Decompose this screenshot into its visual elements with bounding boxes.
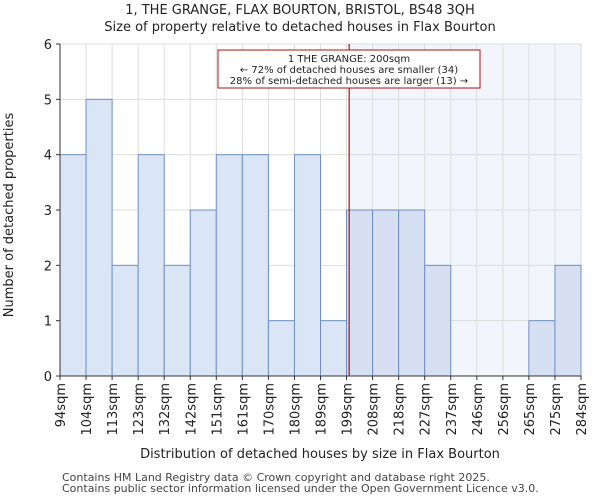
histogram-bar (424, 264, 452, 377)
x-tick-label: 104sqm (80, 383, 95, 436)
y-tick-label: 2 (44, 259, 52, 274)
y-axis-label: Number of detached properties (2, 113, 17, 318)
y-tick-label: 4 (44, 149, 52, 164)
x-tick-label: 170sqm (262, 383, 277, 436)
x-tick-label: 246sqm (471, 383, 486, 436)
x-tick-label: 199sqm (341, 383, 356, 436)
y-tick-label: 6 (44, 38, 52, 53)
y-tick-label: 3 (44, 204, 52, 219)
x-axis-label: Distribution of detached houses by size … (140, 447, 500, 462)
annotation-line: 28% of semi-detached houses are larger (… (230, 76, 468, 87)
histogram-bar (241, 154, 269, 377)
x-tick-label: 237sqm (445, 383, 460, 436)
annotation-line: ← 72% of detached houses are smaller (34… (240, 65, 458, 76)
x-tick-label: 275sqm (549, 383, 564, 436)
footer-licence: Contains public sector information licen… (62, 482, 539, 495)
histogram-bar (320, 320, 348, 377)
chart-title: 1, THE GRANGE, FLAX BOURTON, BRISTOL, BS… (125, 3, 475, 18)
y-tick-label: 5 (44, 93, 52, 108)
x-tick-label: 265sqm (523, 383, 538, 436)
x-tick-label: 256sqm (497, 383, 512, 436)
x-tick-label: 189sqm (315, 383, 330, 436)
histogram-bar (398, 209, 426, 377)
x-tick-label: 113sqm (106, 383, 121, 436)
histogram-bar (189, 209, 217, 377)
histogram-chart: 0 1 2 3 4 5 6 94sqm 104sqm 113sqm 123sqm 132sqm 142s… (2, 38, 590, 462)
annotation-box (217, 49, 481, 89)
x-tick-label: 208sqm (367, 383, 382, 436)
histogram-bar (267, 320, 295, 377)
histogram-bar (554, 264, 582, 377)
histogram-bar (293, 154, 322, 377)
x-tick-label: 180sqm (288, 383, 303, 436)
y-tick-label: 1 (44, 315, 52, 330)
histogram-bar (111, 264, 139, 377)
chart-subtitle: Size of property relative to detached ho… (104, 20, 496, 35)
histogram-bar (372, 209, 400, 377)
x-tick-label: 151sqm (210, 383, 225, 436)
x-tick-label: 132sqm (158, 383, 173, 436)
annotation-line: 1 THE GRANGE: 200sqm (288, 54, 410, 65)
histogram-bar (59, 154, 87, 377)
x-tick-label: 161sqm (236, 383, 251, 436)
x-tick-label: 284sqm (575, 383, 590, 436)
histogram-bar (528, 320, 556, 377)
histogram-bar (85, 98, 113, 377)
histogram-bar (215, 154, 243, 377)
x-tick-label: 94sqm (54, 383, 69, 427)
x-tick-label: 123sqm (132, 383, 147, 436)
histogram-bar (137, 154, 165, 377)
x-tick-label: 227sqm (419, 383, 434, 436)
histogram-bar (163, 264, 191, 377)
x-tick-label: 218sqm (393, 383, 408, 436)
x-tick-label: 142sqm (184, 383, 199, 436)
histogram-bar (346, 209, 374, 377)
footer-copyright: Contains HM Land Registry data © Crown c… (62, 471, 490, 484)
y-tick-label: 0 (44, 370, 52, 385)
